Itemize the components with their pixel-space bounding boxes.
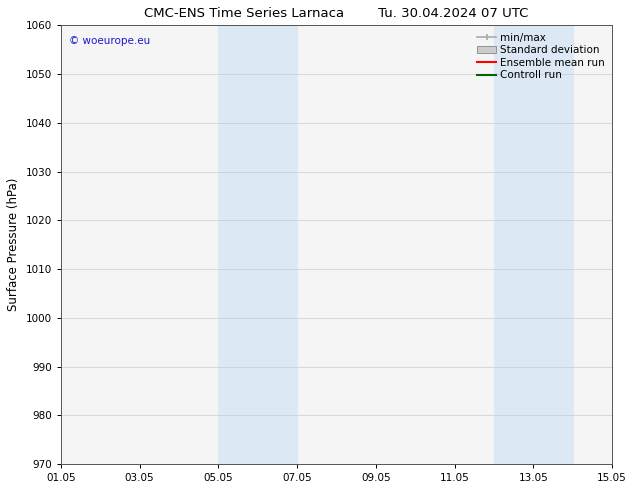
Title: CMC-ENS Time Series Larnaca        Tu. 30.04.2024 07 UTC: CMC-ENS Time Series Larnaca Tu. 30.04.20… (145, 7, 529, 20)
Bar (494, 25, 573, 464)
Bar (218, 25, 297, 464)
Legend: min/max, Standard deviation, Ensemble mean run, Controll run: min/max, Standard deviation, Ensemble me… (473, 28, 609, 85)
Y-axis label: Surface Pressure (hPa): Surface Pressure (hPa) (7, 178, 20, 311)
Text: © woeurope.eu: © woeurope.eu (69, 36, 150, 46)
